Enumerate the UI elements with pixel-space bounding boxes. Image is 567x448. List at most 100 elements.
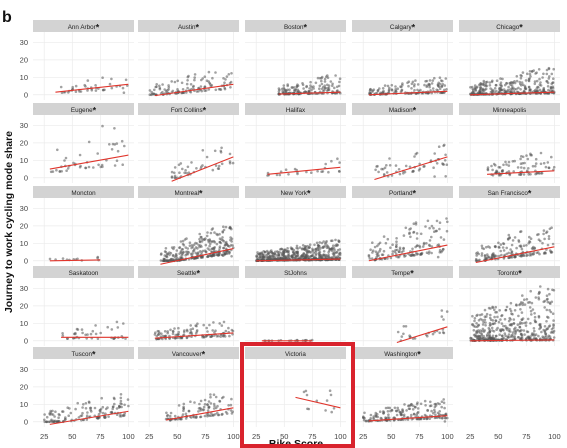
x-axis-title: Bike Score [269, 438, 323, 448]
data-point [165, 411, 168, 415]
data-point [175, 249, 179, 252]
data-point [479, 85, 482, 89]
data-point [182, 402, 186, 406]
data-point [430, 245, 434, 248]
y-tick-label: 10 [20, 239, 28, 248]
data-point [504, 334, 507, 338]
data-point [498, 333, 502, 337]
data-point [53, 415, 56, 418]
data-point [435, 88, 439, 92]
data-point [295, 244, 299, 248]
data-point [520, 81, 524, 84]
data-point [493, 87, 497, 90]
data-point [212, 253, 216, 257]
data-point [515, 75, 519, 78]
data-point [189, 400, 192, 404]
data-point [402, 249, 405, 253]
data-point [334, 74, 337, 77]
facet-strip [245, 266, 346, 278]
data-point [498, 166, 502, 169]
data-point [220, 146, 223, 150]
data-point [526, 157, 530, 161]
data-point [177, 330, 180, 334]
data-point [205, 155, 209, 159]
y-tick-label: 0 [24, 336, 28, 345]
data-point [212, 334, 216, 337]
data-point [318, 87, 321, 90]
data-point [115, 407, 119, 410]
data-point [545, 68, 549, 72]
data-point [118, 414, 122, 418]
data-point [537, 314, 541, 318]
y-tick-label: 30 [20, 284, 28, 293]
data-point [512, 318, 516, 321]
data-point [268, 255, 271, 258]
data-point [516, 336, 520, 339]
data-point [495, 169, 498, 173]
data-point [395, 237, 398, 240]
data-point [399, 412, 403, 416]
data-point [167, 86, 171, 89]
data-point [510, 84, 514, 88]
data-point [486, 331, 490, 335]
fit-line [55, 83, 129, 93]
data-point [317, 251, 321, 255]
data-point [439, 236, 443, 239]
data-point [445, 310, 449, 313]
data-point [482, 88, 485, 92]
data-point [440, 405, 444, 409]
data-point [545, 320, 548, 323]
data-point [219, 151, 223, 154]
facet-title: Portland* [389, 189, 416, 199]
data-point [430, 251, 433, 255]
data-point [550, 72, 554, 76]
data-point [519, 302, 522, 306]
data-point [402, 325, 406, 328]
data-point [524, 321, 528, 324]
data-point [192, 249, 196, 252]
data-point [218, 322, 221, 325]
x-tick-label: 75 [96, 432, 104, 441]
data-point [435, 162, 439, 165]
data-point [184, 246, 188, 249]
data-point [509, 318, 512, 321]
facet-strip [245, 186, 346, 198]
data-point [406, 418, 410, 421]
data-point [417, 417, 421, 421]
y-tick-label: 20 [20, 382, 28, 391]
panel-eugene: Eugene* 0 10 20 30 [20, 103, 134, 183]
data-point [304, 389, 308, 393]
data-point [155, 334, 159, 338]
data-point [225, 251, 228, 254]
data-point [383, 166, 387, 170]
data-point [217, 164, 221, 168]
data-point [522, 244, 526, 247]
data-point [490, 164, 493, 168]
data-point [501, 334, 504, 338]
data-point [534, 157, 538, 161]
data-point [115, 413, 119, 417]
data-point [326, 88, 330, 92]
data-point [94, 332, 98, 336]
data-point [43, 413, 46, 416]
facet-strip [33, 266, 134, 278]
data-point [426, 409, 430, 412]
facet-title: Saskatoon [69, 270, 99, 277]
data-point [551, 81, 554, 85]
data-point [313, 243, 316, 247]
data-point [374, 411, 378, 415]
data-point [413, 88, 416, 92]
data-point [481, 323, 485, 326]
data-point [172, 246, 176, 249]
facet-strip [138, 186, 239, 198]
data-point [69, 411, 73, 415]
data-point [261, 254, 264, 257]
data-point [210, 254, 213, 258]
data-point [327, 84, 331, 87]
data-point [533, 312, 536, 315]
data-point [443, 416, 447, 420]
data-point [203, 403, 207, 406]
data-point [505, 252, 509, 256]
data-point [388, 157, 391, 160]
data-point [189, 83, 193, 86]
